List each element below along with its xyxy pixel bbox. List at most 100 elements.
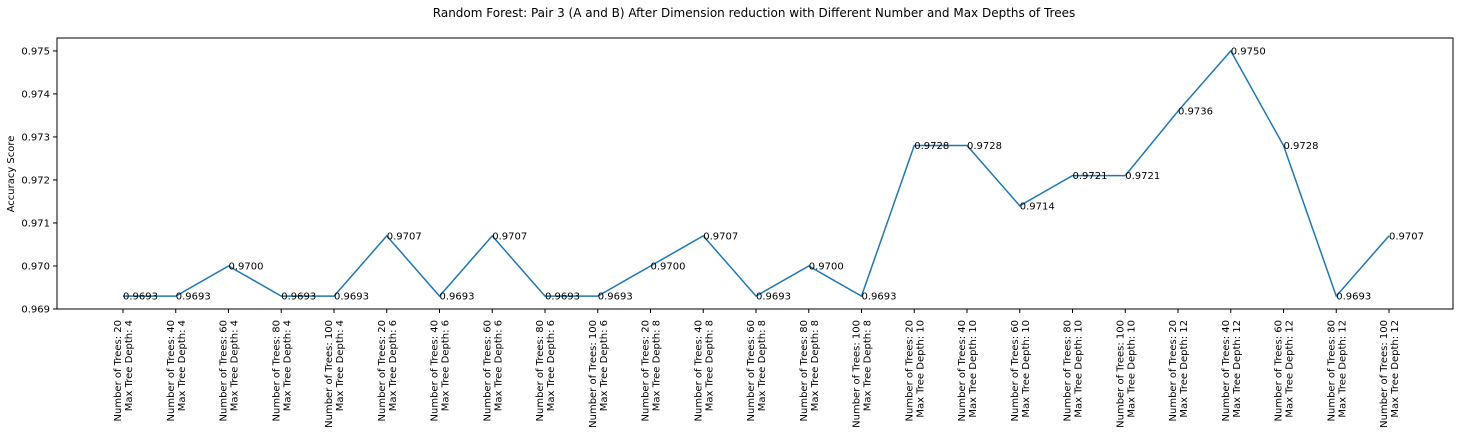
x-tick-label-line: Max Tree Depth: 6 — [388, 320, 399, 411]
data-point-label: 0.9728 — [967, 141, 1002, 152]
x-tick-label-line: Number of Trees: 100 — [588, 320, 599, 428]
x-tick-label-line: Max Tree Depth: 12 — [1232, 320, 1243, 418]
data-point-label: 0.9693 — [598, 292, 633, 303]
data-point-label: 0.9707 — [387, 231, 422, 242]
plot-frame — [56, 37, 1454, 310]
y-axis-label: Accuracy Score — [6, 136, 17, 213]
data-point-label: 0.9736 — [1178, 107, 1213, 118]
x-tick-label-line: Max Tree Depth: 4 — [282, 320, 293, 411]
y-tick-label: 0.971 — [21, 218, 50, 229]
y-tick-label: 0.975 — [21, 46, 50, 57]
data-point-label: 0.9721 — [1073, 171, 1108, 182]
data-point-label: 0.9693 — [862, 292, 897, 303]
x-tick-label-line: Max Tree Depth: 10 — [968, 320, 979, 418]
x-tick-label: Number of Trees: 40 Max Tree Depth: 4 — [166, 320, 188, 421]
x-tick-label-line: Number of Trees: 60 — [219, 320, 230, 421]
x-tick-label-line: Max Tree Depth: 6 — [493, 320, 504, 411]
x-tick-label: Number of Trees: 80 Max Tree Depth: 6 — [535, 320, 557, 421]
x-tick-label: Number of Trees: 100 Max Tree Depth: 4 — [324, 320, 346, 428]
x-tick-label-line: Max Tree Depth: 8 — [704, 320, 715, 411]
x-tick-label-line: Number of Trees: 20 — [1168, 320, 1179, 421]
x-tick-label-line: Number of Trees: 100 — [1379, 320, 1390, 428]
data-point-label: 0.9693 — [1336, 292, 1371, 303]
x-tick-label-line: Max Tree Depth: 12 — [1390, 320, 1401, 418]
y-tick-label: 0.972 — [21, 175, 50, 186]
x-axis: Number of Trees: 20 Max Tree Depth: 4 Numb… — [113, 309, 1401, 428]
x-tick-label: Number of Trees: 60 Max Tree Depth: 12 — [1274, 320, 1296, 421]
x-tick-label-line: Number of Trees: 60 — [746, 320, 757, 421]
x-tick-label: Number of Trees: 60 Max Tree Depth: 6 — [482, 320, 504, 421]
x-tick-label: Number of Trees: 100 Max Tree Depth: 10 — [1115, 320, 1137, 428]
data-point-label: 0.9693 — [440, 292, 475, 303]
y-tick-label: 0.969 — [21, 305, 50, 316]
x-tick-label: Number of Trees: 40 Max Tree Depth: 8 — [693, 320, 715, 421]
data-point-label: 0.9693 — [756, 292, 791, 303]
x-tick-label-line: Number of Trees: 40 — [430, 320, 441, 421]
x-tick-label-line: Number of Trees: 20 — [904, 320, 915, 421]
x-tick-label-line: Max Tree Depth: 8 — [652, 320, 663, 411]
x-tick-label: Number of Trees: 40 Max Tree Depth: 12 — [1221, 320, 1243, 421]
x-tick-label-line: Number of Trees: 40 — [957, 320, 968, 421]
x-tick-label: Number of Trees: 20 Max Tree Depth: 4 — [113, 320, 135, 421]
data-point-label: 0.9707 — [1389, 231, 1424, 242]
x-tick-label-line: Max Tree Depth: 4 — [124, 320, 135, 411]
x-tick-label: Number of Trees: 60 Max Tree Depth: 10 — [1010, 320, 1032, 421]
x-tick-label-line: Number of Trees: 20 — [113, 320, 124, 421]
data-point-label: 0.9707 — [492, 231, 527, 242]
data-point-label: 0.9693 — [281, 292, 316, 303]
x-tick-label: Number of Trees: 20 Max Tree Depth: 6 — [377, 320, 399, 421]
x-tick-label-line: Number of Trees: 60 — [1010, 320, 1021, 421]
x-tick-label: Number of Trees: 20 Max Tree Depth: 8 — [641, 320, 663, 421]
x-tick-label: Number of Trees: 60 Max Tree Depth: 4 — [219, 320, 241, 421]
data-point-label: 0.9693 — [123, 292, 158, 303]
data-point-label: 0.9707 — [703, 231, 738, 242]
x-tick-label-line: Max Tree Depth: 12 — [1337, 320, 1348, 418]
data-point-label: 0.9700 — [809, 261, 844, 272]
x-tick-label-line: Number of Trees: 80 — [1063, 320, 1074, 421]
x-tick-label: Number of Trees: 20 Max Tree Depth: 10 — [904, 320, 926, 421]
x-tick-label: Number of Trees: 40 Max Tree Depth: 10 — [957, 320, 979, 421]
x-tick-label: Number of Trees: 80 Max Tree Depth: 4 — [271, 320, 293, 421]
x-tick-label-line: Number of Trees: 40 — [166, 320, 177, 421]
x-tick-label: Number of Trees: 80 Max Tree Depth: 8 — [799, 320, 821, 421]
x-tick-label: Number of Trees: 100 Max Tree Depth: 6 — [588, 320, 610, 428]
x-tick-label-line: Max Tree Depth: 8 — [863, 320, 874, 411]
x-tick-label-line: Number of Trees: 40 — [693, 320, 704, 421]
x-tick-label-line: Number of Trees: 60 — [1274, 320, 1285, 421]
x-tick-label-line: Number of Trees: 60 — [482, 320, 493, 421]
data-point-label: 0.9728 — [1284, 141, 1319, 152]
x-tick-label: Number of Trees: 100 Max Tree Depth: 8 — [852, 320, 874, 428]
x-tick-label-line: Number of Trees: 40 — [1221, 320, 1232, 421]
data-point-label: 0.9700 — [651, 261, 686, 272]
x-tick-label-line: Max Tree Depth: 4 — [335, 320, 346, 411]
x-tick-label-line: Max Tree Depth: 10 — [915, 320, 926, 418]
x-tick-label: Number of Trees: 40 Max Tree Depth: 6 — [430, 320, 452, 421]
x-tick-label-line: Max Tree Depth: 4 — [230, 320, 241, 411]
data-point-label: 0.9721 — [1125, 171, 1160, 182]
y-axis: 0.969 0.970 0.971 0.972 0.973 0.974 0.975 — [21, 46, 57, 316]
x-tick-label-line: Max Tree Depth: 6 — [441, 320, 452, 411]
x-tick-label-line: Max Tree Depth: 6 — [599, 320, 610, 411]
x-tick-label-line: Max Tree Depth: 8 — [757, 320, 768, 411]
x-tick-label-line: Number of Trees: 20 — [377, 320, 388, 421]
x-tick-label-line: Number of Trees: 100 — [324, 320, 335, 428]
x-tick-label-line: Max Tree Depth: 8 — [810, 320, 821, 411]
chart-title: Random Forest: Pair 3 (A and B) After Di… — [433, 6, 1075, 20]
x-tick-label: Number of Trees: 20 Max Tree Depth: 12 — [1168, 320, 1190, 421]
data-point-label: 0.9714 — [1020, 201, 1055, 212]
x-tick-label-line: Max Tree Depth: 10 — [1126, 320, 1137, 418]
data-point-label: 0.9693 — [334, 292, 369, 303]
x-tick-label: Number of Trees: 100 Max Tree Depth: 12 — [1379, 320, 1401, 428]
x-tick-label-line: Number of Trees: 80 — [535, 320, 546, 421]
x-tick-label-line: Max Tree Depth: 12 — [1179, 320, 1190, 418]
data-labels: 0.9693 0.9693 0.9700 0.9693 0.9693 0.9707 0.96… — [123, 46, 1424, 302]
x-tick-label-line: Max Tree Depth: 10 — [1021, 320, 1032, 418]
x-tick-label-line: Number of Trees: 80 — [1326, 320, 1337, 421]
y-tick-label: 0.974 — [21, 89, 50, 100]
x-tick-label-line: Max Tree Depth: 4 — [177, 320, 188, 411]
x-tick-label: Number of Trees: 80 Max Tree Depth: 10 — [1063, 320, 1085, 421]
x-tick-label-line: Number of Trees: 80 — [271, 320, 282, 421]
x-tick-label: Number of Trees: 60 Max Tree Depth: 8 — [746, 320, 768, 421]
data-point-label: 0.9728 — [914, 141, 949, 152]
